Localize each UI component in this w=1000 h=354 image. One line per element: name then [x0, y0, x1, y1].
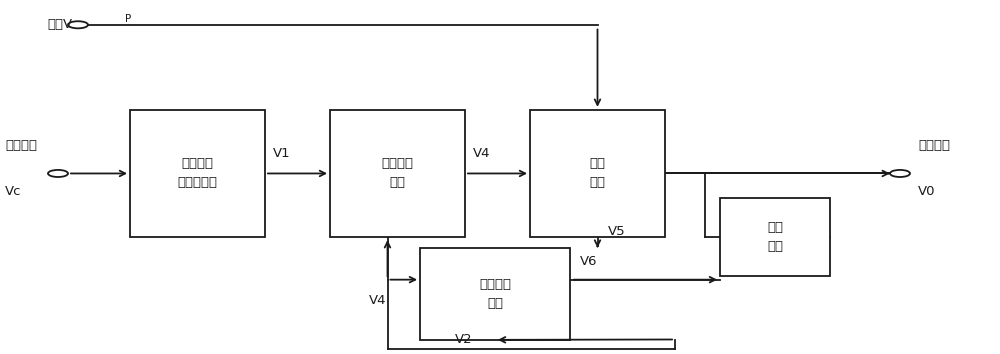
Text: 控制信号
预防大模块: 控制信号 预防大模块 — [178, 158, 218, 189]
Text: P: P — [125, 14, 131, 24]
Text: V1: V1 — [273, 148, 291, 160]
Text: V5: V5 — [608, 225, 625, 238]
Text: V6: V6 — [580, 256, 598, 268]
Bar — [720, 198, 830, 276]
Text: 卸荷控制
模块: 卸荷控制 模块 — [479, 278, 511, 310]
Text: V2: V2 — [455, 333, 473, 346]
Bar — [330, 110, 465, 237]
Text: 输出电压: 输出电压 — [918, 139, 950, 152]
Text: V0: V0 — [918, 185, 936, 198]
Text: 升压控制
模块: 升压控制 模块 — [382, 158, 414, 189]
Text: 控制信号: 控制信号 — [5, 139, 37, 152]
Text: 卸荷
模块: 卸荷 模块 — [767, 221, 783, 253]
Text: V4: V4 — [369, 295, 386, 307]
Text: 电源V: 电源V — [48, 18, 73, 31]
Bar — [130, 110, 265, 237]
Bar — [530, 110, 665, 237]
Text: Vc: Vc — [5, 185, 22, 198]
Text: V4: V4 — [473, 148, 491, 160]
Text: 升压
模块: 升压 模块 — [590, 158, 606, 189]
Bar — [420, 248, 570, 340]
